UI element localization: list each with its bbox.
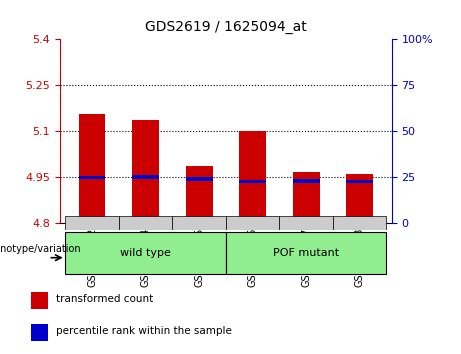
FancyBboxPatch shape [119, 216, 172, 230]
Bar [31, 292, 48, 309]
FancyBboxPatch shape [226, 216, 279, 230]
Bar [293, 179, 319, 183]
Bar [186, 177, 213, 181]
FancyBboxPatch shape [279, 216, 333, 230]
Bar [239, 180, 266, 183]
FancyBboxPatch shape [226, 233, 386, 274]
Text: wild type: wild type [120, 248, 171, 258]
Text: POF mutant: POF mutant [273, 248, 339, 258]
Bar [293, 172, 319, 223]
Bar [132, 120, 159, 223]
Bar [79, 176, 106, 179]
Text: genotype/variation: genotype/variation [0, 244, 81, 253]
Bar [79, 114, 106, 223]
Bar [132, 175, 159, 179]
Bar [31, 324, 48, 341]
FancyBboxPatch shape [65, 233, 226, 274]
Bar [346, 180, 373, 183]
FancyBboxPatch shape [65, 216, 119, 230]
FancyBboxPatch shape [172, 216, 226, 230]
FancyBboxPatch shape [333, 216, 386, 230]
Bar [239, 131, 266, 223]
Text: transformed count: transformed count [56, 295, 154, 304]
Bar [346, 174, 373, 223]
Title: GDS2619 / 1625094_at: GDS2619 / 1625094_at [145, 20, 307, 34]
Bar [186, 166, 213, 223]
Text: percentile rank within the sample: percentile rank within the sample [56, 326, 232, 336]
